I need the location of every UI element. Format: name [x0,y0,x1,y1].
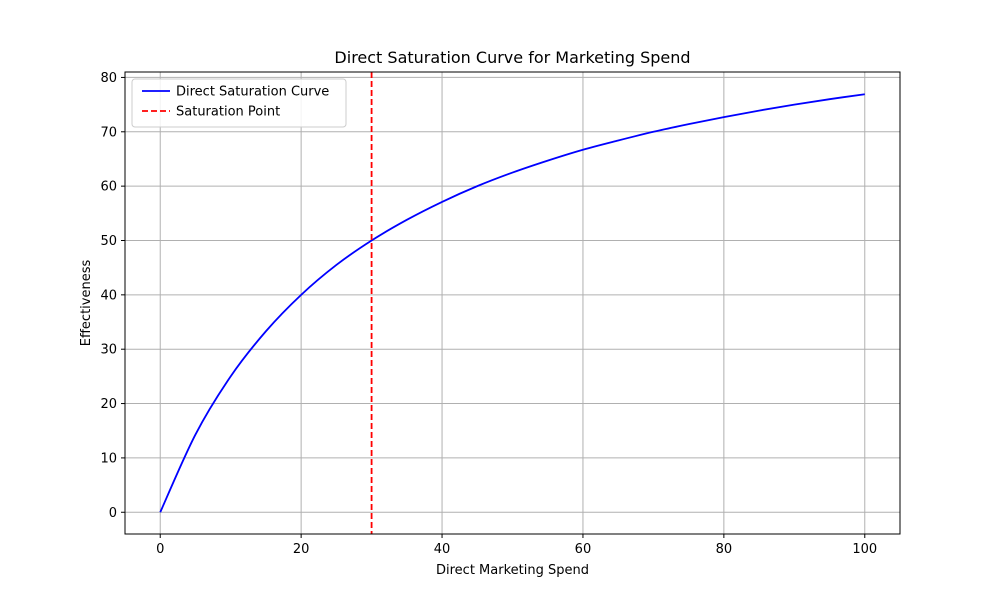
legend-box [131,78,347,128]
y-tick-label: 40 [100,288,117,303]
legend-label: Direct Saturation Curve [176,85,329,100]
x-tick-label: 60 [575,542,592,557]
saturation-curve-line [159,93,865,513]
x-tick-label: 100 [852,542,877,557]
y-tick-label: 80 [100,71,117,86]
x-tick-label: 0 [156,542,164,557]
y-tick-label: 70 [100,125,117,140]
axis-ticks: 0 20 40 60 80 100 0 10 20 30 40 50 60 70 80 [100,71,877,557]
series-layer [159,93,865,513]
y-tick-label: 50 [100,234,117,249]
legend: Direct Saturation Curve Saturation Point [131,78,347,128]
x-tick-label: 80 [716,542,733,557]
y-tick-label: 10 [100,451,117,466]
x-axis-label: Direct Marketing Spend [436,563,589,578]
y-tick-label: 20 [100,397,117,412]
y-tick-label: 30 [100,343,117,358]
grid [125,72,900,534]
y-axis-label: Effectiveness [79,260,94,347]
x-tick-label: 20 [293,542,310,557]
x-tick-label: 40 [434,542,451,557]
chart-title: Direct Saturation Curve for Marketing Sp… [334,48,690,67]
plot-frame [124,71,901,535]
y-tick-label: 60 [100,180,117,195]
y-tick-label: 0 [109,506,117,521]
legend-label: Saturation Point [176,105,280,120]
